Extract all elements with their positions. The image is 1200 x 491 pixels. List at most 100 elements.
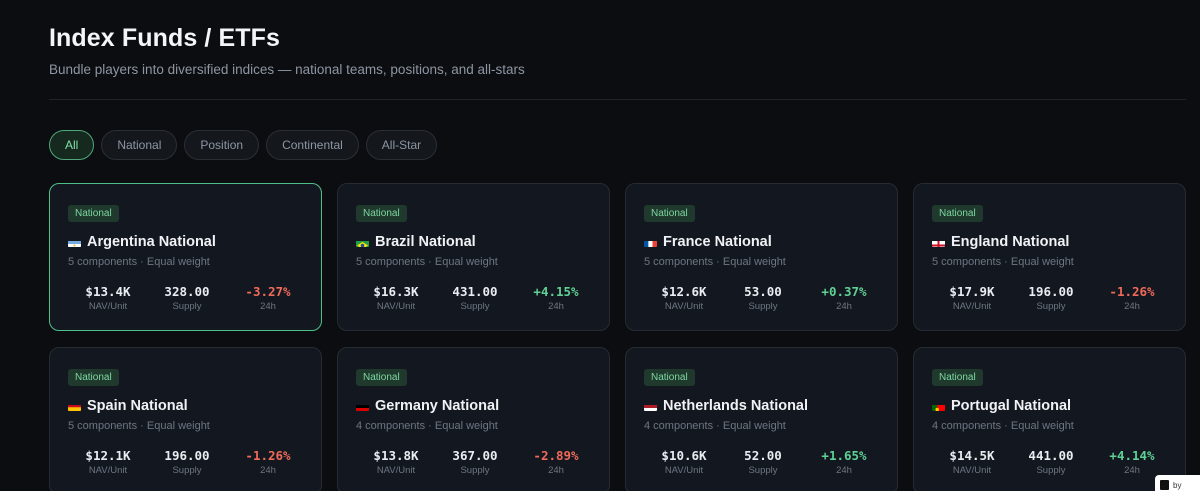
fund-card-netherlands[interactable]: National Netherlands National 4 components… [625, 347, 898, 491]
supply-stat: 53.00 Supply [723, 284, 803, 312]
france-flag-icon [644, 238, 657, 247]
fund-stats: $14.5K NAV/Unit 441.00 Supply +4.14% 24h [932, 448, 1172, 478]
supply-stat: 441.00 Supply [1011, 448, 1091, 476]
nav-label: NAV/Unit [376, 301, 416, 312]
fund-name-text: England National [951, 234, 1070, 250]
change-label: 24h [1124, 465, 1140, 476]
filter-continental[interactable]: Continental [266, 130, 359, 160]
nav-value: $16.3K [373, 284, 419, 299]
fund-stats: $16.3K NAV/Unit 431.00 Supply +4.15% 24h [356, 284, 596, 314]
change-label: 24h [1124, 301, 1140, 312]
nav-label: NAV/Unit [376, 465, 416, 476]
header-divider [49, 99, 1186, 100]
supply-stat: 431.00 Supply [435, 284, 515, 312]
fund-card-germany[interactable]: National Germany National 4 components · E… [337, 347, 610, 491]
nav-stat: $16.3K NAV/Unit [356, 284, 436, 312]
nav-label: NAV/Unit [952, 465, 992, 476]
fund-meta: 5 components · Equal weight [932, 256, 1074, 268]
spain-flag-icon [68, 402, 81, 411]
category-badge: National [932, 205, 983, 222]
fund-meta: 5 components · Equal weight [356, 256, 498, 268]
fund-stats: $13.8K NAV/Unit 367.00 Supply -2.89% 24h [356, 448, 596, 478]
nav-value: $14.5K [949, 448, 995, 463]
germany-flag-icon [356, 402, 369, 411]
category-badge: National [644, 369, 695, 386]
argentina-flag-icon [68, 238, 81, 247]
supply-label: Supply [460, 301, 490, 312]
nav-stat: $12.1K NAV/Unit [68, 448, 148, 476]
fund-card-argentina[interactable]: National Argentina National 5 components ·… [49, 183, 322, 331]
nav-value: $13.8K [373, 448, 419, 463]
fund-name: Germany National [356, 398, 499, 414]
supply-value: 196.00 [164, 448, 210, 463]
fund-name-text: Germany National [375, 398, 500, 414]
filter-national[interactable]: National [101, 130, 178, 160]
supply-value: 367.00 [452, 448, 498, 463]
fund-meta: 5 components · Equal weight [644, 256, 786, 268]
page-title: Index Funds / ETFs [49, 24, 280, 52]
fund-card-brazil[interactable]: National Brazil National 5 components · Eq… [337, 183, 610, 331]
fund-name-text: Netherlands National [663, 398, 809, 414]
england-flag-icon [932, 238, 945, 247]
supply-value: 328.00 [164, 284, 210, 299]
supply-value: 441.00 [1028, 448, 1074, 463]
change-label: 24h [836, 465, 852, 476]
fund-card-spain[interactable]: National Spain National 5 components · Equ… [49, 347, 322, 491]
category-badge: National [356, 369, 407, 386]
filter-all[interactable]: All [49, 130, 95, 160]
fund-name: Spain National [68, 398, 188, 414]
category-badge: National [68, 205, 119, 222]
change-label: 24h [836, 301, 852, 312]
nav-label: NAV/Unit [952, 301, 992, 312]
nav-label: NAV/Unit [664, 301, 704, 312]
nav-value: $10.6K [661, 448, 707, 463]
corner-badge-text: by [1173, 480, 1182, 490]
nav-stat: $13.4K NAV/Unit [68, 284, 148, 312]
filter-all-label: All [65, 138, 79, 152]
filter-position[interactable]: Position [184, 130, 260, 160]
supply-label: Supply [1036, 465, 1066, 476]
fund-stats: $13.4K NAV/Unit 328.00 Supply -3.27% 24h [68, 284, 308, 314]
fund-stats: $10.6K NAV/Unit 52.00 Supply +1.65% 24h [644, 448, 884, 478]
nav-value: $12.1K [85, 448, 131, 463]
category-badge: National [356, 205, 407, 222]
corner-badge[interactable]: by [1155, 475, 1200, 491]
supply-value: 431.00 [452, 284, 498, 299]
supply-stat: 328.00 Supply [147, 284, 227, 312]
fund-card-england[interactable]: National England National 5 components · E… [913, 183, 1186, 331]
fund-stats: $17.9K NAV/Unit 196.00 Supply -1.26% 24h [932, 284, 1172, 314]
nav-stat: $13.8K NAV/Unit [356, 448, 436, 476]
supply-label: Supply [748, 465, 778, 476]
change-stat: +0.37% 24h [804, 284, 884, 312]
change-value: -2.89% [533, 448, 579, 463]
fund-meta: 4 components · Equal weight [644, 420, 786, 432]
change-label: 24h [260, 465, 276, 476]
fund-meta: 4 components · Equal weight [932, 420, 1074, 432]
nav-value: $13.4K [85, 284, 131, 299]
fund-card-france[interactable]: National France National 5 components · Eq… [625, 183, 898, 331]
nav-label: NAV/Unit [88, 301, 128, 312]
supply-label: Supply [460, 465, 490, 476]
supply-label: Supply [748, 301, 778, 312]
change-value: +4.14% [1109, 448, 1155, 463]
change-label: 24h [260, 301, 276, 312]
change-value: -1.26% [245, 448, 291, 463]
filter-continental-label: Continental [282, 138, 343, 152]
change-value: +1.65% [821, 448, 867, 463]
change-stat: -3.27% 24h [228, 284, 308, 312]
supply-value: 52.00 [744, 448, 782, 463]
fund-meta: 5 components · Equal weight [68, 420, 210, 432]
supply-label: Supply [1036, 301, 1066, 312]
brazil-flag-icon [356, 238, 369, 247]
filter-all-star[interactable]: All-Star [365, 130, 438, 160]
change-stat: +4.15% 24h [516, 284, 596, 312]
supply-label: Supply [172, 301, 202, 312]
brand-logo-icon [1160, 480, 1169, 490]
fund-card-portugal[interactable]: National Portugal National 4 components · … [913, 347, 1186, 491]
page-subtitle: Bundle players into diversified indices … [49, 62, 525, 77]
category-badge: National [932, 369, 983, 386]
nav-label: NAV/Unit [88, 465, 128, 476]
supply-stat: 367.00 Supply [435, 448, 515, 476]
supply-value: 53.00 [744, 284, 782, 299]
